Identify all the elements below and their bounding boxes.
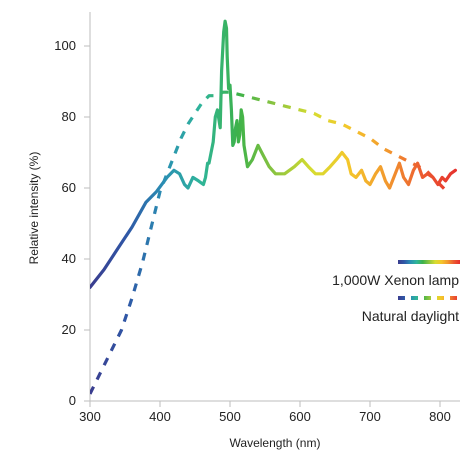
series-line-xenon <box>90 19 457 289</box>
series-line-daylight <box>90 90 449 395</box>
x-ticks: 300 400 500 600 700 800 <box>79 401 451 424</box>
legend-label-xenon: 1,000W Xenon lamp <box>332 272 459 288</box>
y-tick-label: 0 <box>69 393 76 408</box>
legend-label-daylight: Natural daylight <box>362 308 459 324</box>
legend: 1,000W Xenon lamp Natural daylight <box>332 260 460 324</box>
x-tick-label: 500 <box>219 409 241 424</box>
y-tick-label: 80 <box>62 109 76 124</box>
x-tick-label: 300 <box>79 409 101 424</box>
x-tick-label: 400 <box>149 409 171 424</box>
y-ticks: 0 20 40 60 80 100 <box>54 38 90 408</box>
x-tick-label: 800 <box>429 409 451 424</box>
y-tick-label: 20 <box>62 322 76 337</box>
x-tick-label: 600 <box>289 409 311 424</box>
y-axis-title: Relative intensity (%) <box>27 152 41 265</box>
y-tick-label: 40 <box>62 251 76 266</box>
axes <box>89 12 460 402</box>
y-tick-label: 60 <box>62 180 76 195</box>
x-axis-title: Wavelength (nm) <box>230 436 321 450</box>
y-tick-label: 100 <box>54 38 76 53</box>
series-layer <box>90 19 457 395</box>
x-tick-label: 700 <box>359 409 381 424</box>
